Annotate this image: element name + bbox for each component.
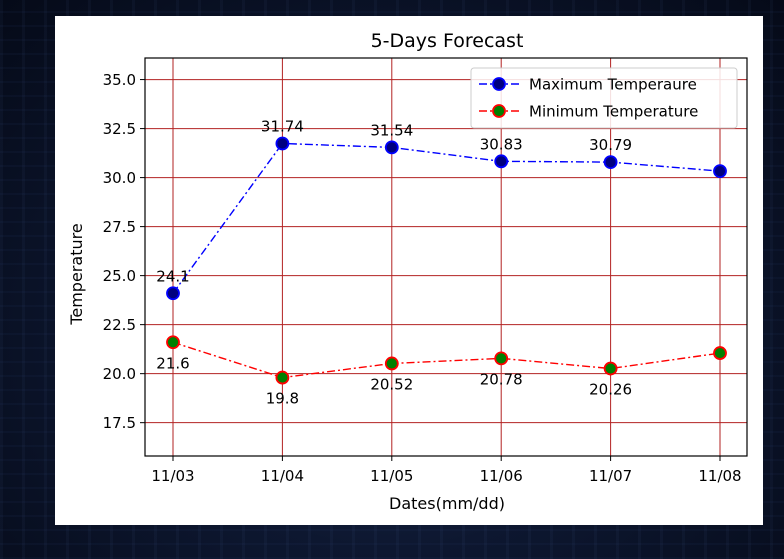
y-axis-label: Temperature <box>67 223 86 325</box>
min-temp-point <box>384 356 399 371</box>
x-axis-label: Dates(mm/dd) <box>389 494 505 513</box>
y-tick-label: 20.0 <box>103 365 136 383</box>
x-tick-label: 11/06 <box>480 467 523 485</box>
min-temp-data-label: 20.26 <box>589 381 632 399</box>
y-tick-label: 32.5 <box>103 120 136 138</box>
x-tick-label: 11/08 <box>698 467 741 485</box>
min-temp-point <box>275 370 290 385</box>
chart-title: 5-Days Forecast <box>371 30 524 52</box>
max-temp-point <box>494 154 509 169</box>
max-temp-point <box>275 136 290 151</box>
legend-box <box>470 67 738 129</box>
max-temp-point <box>603 155 618 170</box>
min-temp-point <box>166 335 180 350</box>
legend-marker <box>492 104 506 118</box>
y-tick-label: 25.0 <box>103 267 136 285</box>
min-temp-data-label: 19.8 <box>266 390 299 408</box>
y-tick-label: 30.0 <box>103 169 136 187</box>
max-temp-point <box>384 140 399 155</box>
y-tick-label: 22.5 <box>103 316 136 334</box>
legend-label: Minimum Temperature <box>529 103 698 121</box>
y-tick-label: 27.5 <box>103 218 136 236</box>
legend-marker <box>492 77 506 91</box>
min-temp-line <box>172 341 721 379</box>
min-temp-point <box>603 361 618 376</box>
y-tick-label: 35.0 <box>103 71 136 89</box>
min-temp-point <box>713 346 727 360</box>
chart-figure: 5-Days Forecast Dates(mm/dd) Temperature… <box>55 16 763 525</box>
max-temp-line <box>172 142 721 294</box>
x-tick-label: 11/03 <box>151 467 194 485</box>
max-temp-data-label: 31.74 <box>261 117 304 135</box>
max-temp-data-label: 24.1 <box>156 267 189 285</box>
min-temp-point <box>494 351 509 366</box>
x-tick-label: 11/04 <box>261 467 304 485</box>
plot-frame <box>144 57 748 457</box>
max-temp-point <box>713 164 727 179</box>
legend-label: Maximum Temperaure <box>529 76 697 94</box>
max-temp-point <box>166 286 180 301</box>
chart-svg: 5-Days Forecast Dates(mm/dd) Temperature… <box>67 30 748 513</box>
x-tick-label: 11/05 <box>370 467 413 485</box>
min-temp-data-label: 21.6 <box>156 354 189 372</box>
min-temp-data-label: 20.52 <box>370 375 413 393</box>
x-tick-label: 11/07 <box>589 467 632 485</box>
max-temp-data-label: 30.79 <box>589 136 632 154</box>
y-tick-label: 17.5 <box>103 414 136 432</box>
max-temp-data-label: 30.83 <box>480 135 523 153</box>
max-temp-data-label: 31.54 <box>370 121 413 139</box>
min-temp-data-label: 20.78 <box>480 370 523 388</box>
plot-area: 17.5 20.0 22.5 25.0 27.5 30.0 32.5 35.0 11/03 11/… <box>103 57 748 485</box>
